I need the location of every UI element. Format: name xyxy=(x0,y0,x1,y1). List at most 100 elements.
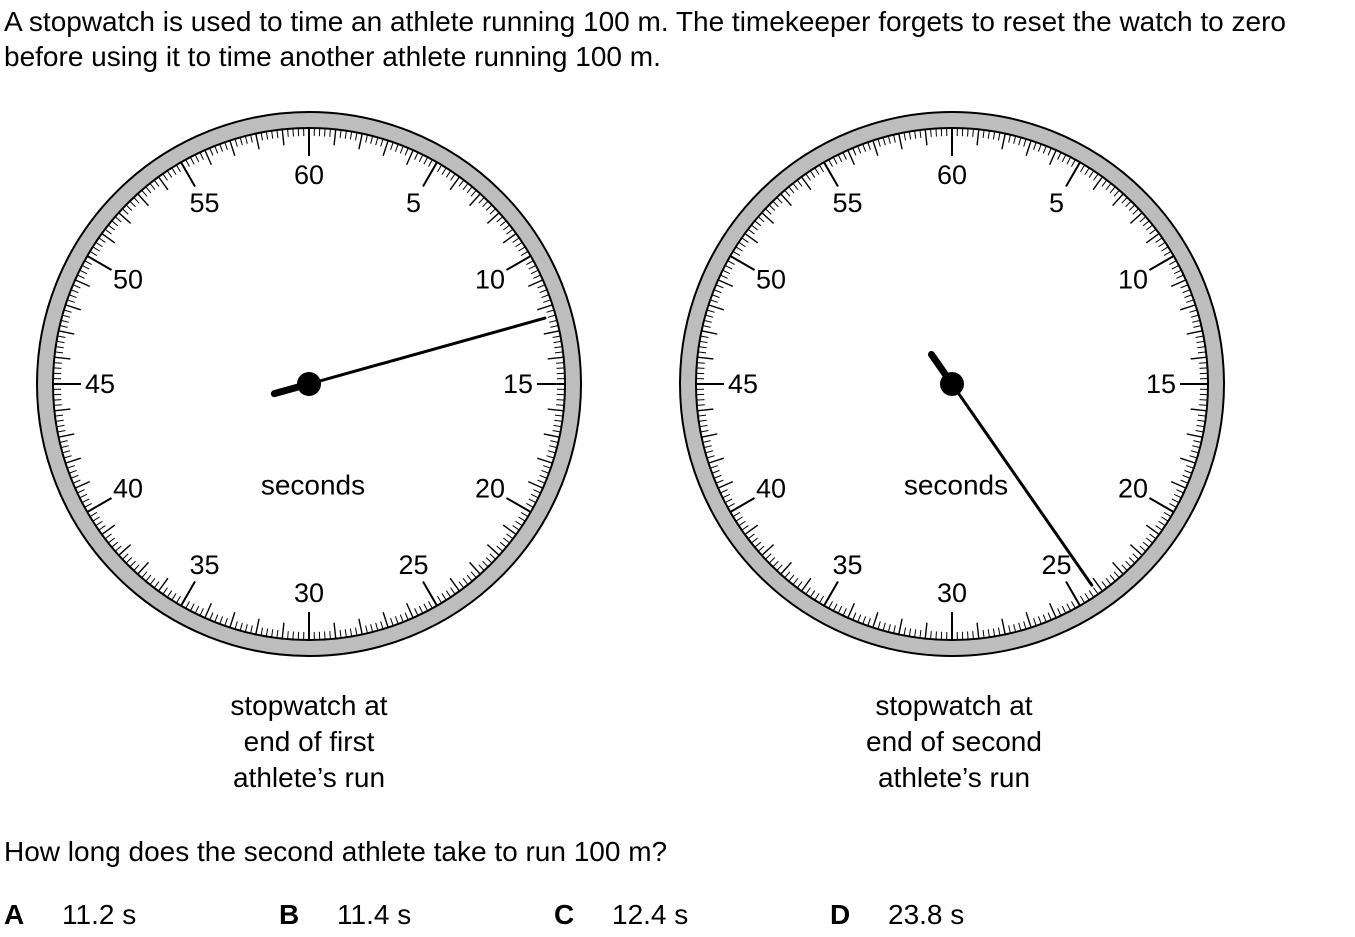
tick-mark xyxy=(1180,479,1189,484)
tick-mark xyxy=(162,173,168,181)
tick-mark xyxy=(828,601,833,609)
tick-mark xyxy=(543,433,560,438)
tick-mark xyxy=(701,433,718,438)
tick-mark xyxy=(441,167,447,175)
dial-number: 50 xyxy=(113,265,143,295)
tick-mark xyxy=(405,602,414,619)
tick-mark xyxy=(809,170,816,178)
tick-mark xyxy=(867,142,871,150)
tick-mark xyxy=(700,335,709,339)
tick-mark xyxy=(800,577,812,592)
tick-mark xyxy=(857,614,862,623)
tick-mark xyxy=(805,173,811,181)
tick-mark xyxy=(546,455,555,459)
stopwatch-first: 60 5 10 15 20 25 30 35 40 45 50 55 seconds xyxy=(36,111,582,657)
tick-mark xyxy=(502,232,517,244)
tick-mark xyxy=(705,450,714,454)
tick-mark xyxy=(60,319,69,323)
tick-mark xyxy=(976,622,980,639)
tick-mark xyxy=(1125,560,1132,568)
tick-mark xyxy=(133,197,140,204)
tick-mark xyxy=(111,220,119,227)
answer-option-b[interactable]: B 11.4 s xyxy=(279,898,411,932)
dial-number: 60 xyxy=(294,160,324,190)
dial-number: 10 xyxy=(475,265,505,295)
tick-mark xyxy=(292,631,294,640)
tick-mark xyxy=(788,186,795,194)
tick-mark xyxy=(1084,167,1090,175)
caption-line: end of second xyxy=(866,726,1042,757)
tick-mark xyxy=(505,497,532,513)
tick-mark xyxy=(114,545,122,552)
tick-mark xyxy=(987,629,990,638)
dial-number: 30 xyxy=(937,578,967,608)
tick-mark xyxy=(747,533,755,540)
stopwatch-second: 60 5 10 15 20 25 30 35 40 45 50 55 seconds xyxy=(679,111,1225,657)
tick-mark xyxy=(219,143,224,152)
tick-mark xyxy=(358,133,363,150)
tick-mark xyxy=(1149,533,1157,540)
stopwatch-first-caption: stopwatch at end of first athlete’s run xyxy=(159,688,459,796)
tick-mark xyxy=(422,161,438,188)
tick-mark xyxy=(470,571,477,579)
answer-option-d[interactable]: D 23.8 s xyxy=(830,898,964,932)
tick-mark xyxy=(204,602,213,619)
tick-mark xyxy=(698,346,707,349)
tick-mark xyxy=(1148,255,1175,271)
tick-mark xyxy=(1180,304,1196,311)
tick-mark xyxy=(792,183,799,190)
tick-mark xyxy=(329,631,331,640)
hand-pivot xyxy=(297,372,321,396)
tick-mark xyxy=(543,330,560,335)
tick-mark xyxy=(1129,544,1143,556)
dial-number: 20 xyxy=(1118,474,1148,504)
tick-mark xyxy=(887,624,891,633)
tick-mark xyxy=(478,197,485,204)
tick-mark xyxy=(489,553,496,560)
tick-mark xyxy=(365,134,368,143)
tick-mark xyxy=(1158,241,1166,248)
tick-mark xyxy=(698,419,707,422)
tick-mark xyxy=(1018,622,1022,631)
tick-mark xyxy=(125,557,133,564)
tick-mark xyxy=(735,246,743,252)
tick-mark xyxy=(930,128,932,137)
tick-mark xyxy=(404,147,409,156)
tick-mark xyxy=(541,294,550,299)
tick-mark xyxy=(324,128,326,137)
tick-mark xyxy=(74,480,91,489)
tick-mark xyxy=(720,274,728,279)
dial-number: 35 xyxy=(189,550,219,580)
tick-mark xyxy=(70,289,79,294)
tick-mark xyxy=(729,497,756,513)
tick-mark xyxy=(554,351,564,354)
tick-mark xyxy=(527,480,544,489)
tick-mark xyxy=(1109,186,1116,194)
dial-unit-label: seconds xyxy=(904,470,1008,501)
tick-mark xyxy=(157,176,169,191)
tick-mark xyxy=(1066,603,1072,612)
tick-mark xyxy=(1023,621,1027,630)
tick-mark xyxy=(882,137,886,146)
tick-mark xyxy=(528,498,537,504)
tick-mark xyxy=(1176,274,1184,279)
tick-mark xyxy=(696,399,705,401)
tick-mark xyxy=(185,159,190,167)
tick-mark xyxy=(1065,161,1081,188)
answer-option-c[interactable]: C 12.4 s xyxy=(554,898,688,932)
tick-mark xyxy=(118,212,132,224)
tick-mark xyxy=(394,143,399,152)
tick-mark xyxy=(469,561,481,575)
tick-mark xyxy=(1139,545,1147,552)
tick-mark xyxy=(70,474,79,479)
answer-option-a[interactable]: A 11.2 s xyxy=(4,898,136,932)
tick-mark xyxy=(68,469,77,474)
tick-mark xyxy=(89,250,98,256)
tick-mark xyxy=(171,167,177,175)
tick-mark xyxy=(796,581,803,589)
tick-mark xyxy=(462,578,469,585)
tick-mark xyxy=(84,260,92,265)
tick-mark xyxy=(1088,170,1095,178)
tick-mark xyxy=(1184,469,1193,474)
tick-mark xyxy=(1092,577,1104,592)
